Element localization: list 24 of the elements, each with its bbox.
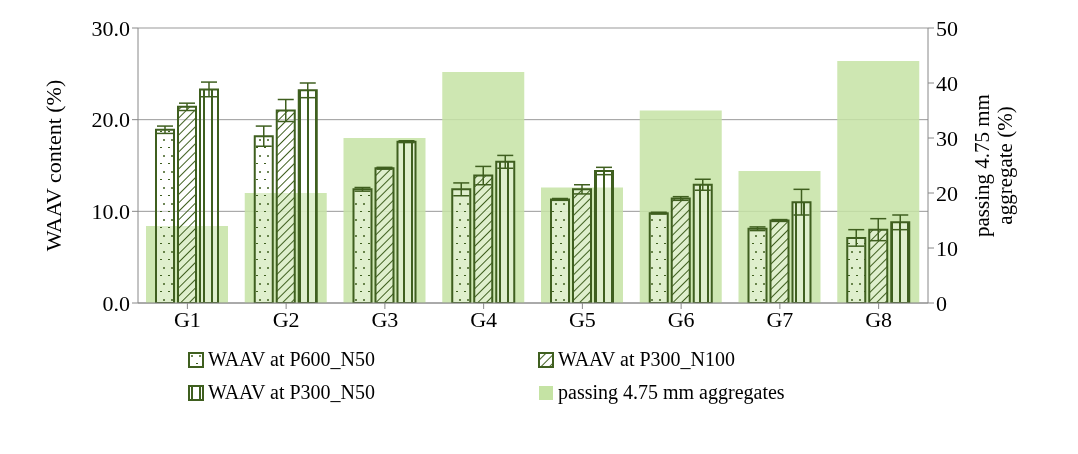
y-tick-label: 10.0	[91, 199, 130, 225]
y-tick-label: 30.0	[91, 15, 130, 41]
x-tick-label: G1	[173, 306, 201, 332]
y2-tick-label: 10	[936, 235, 958, 261]
y2-tick-label: 20	[936, 180, 958, 206]
x-tick-label: G5	[568, 306, 596, 332]
legend-label: WAAV at P600_N50	[208, 348, 376, 371]
x-tick-label: G6	[667, 306, 695, 332]
y-tick-label: 20.0	[91, 107, 130, 133]
legend-label: WAAV at P300_N50	[208, 381, 376, 404]
y2-tick-label: 40	[936, 70, 958, 96]
x-tick-label: G4	[470, 306, 498, 332]
x-tick-label: G7	[766, 306, 794, 332]
y-axis-title: WAAV content (%)	[40, 79, 66, 252]
x-tick-label: G3	[371, 306, 399, 332]
legend-label: passing 4.75 mm aggregates	[558, 381, 785, 404]
x-tick-label: G8	[865, 306, 893, 332]
legend-label: WAAV at P300_N100	[558, 348, 736, 371]
y2-tick-label: 0	[936, 290, 947, 316]
y2-axis-title: passing 4.75 mm aggregate (%)	[970, 94, 1017, 237]
y2-tick-label: 30	[936, 125, 958, 151]
y2-tick-label: 50	[936, 15, 958, 41]
y-tick-label: 0.0	[102, 290, 130, 316]
x-tick-label: G2	[272, 306, 300, 332]
